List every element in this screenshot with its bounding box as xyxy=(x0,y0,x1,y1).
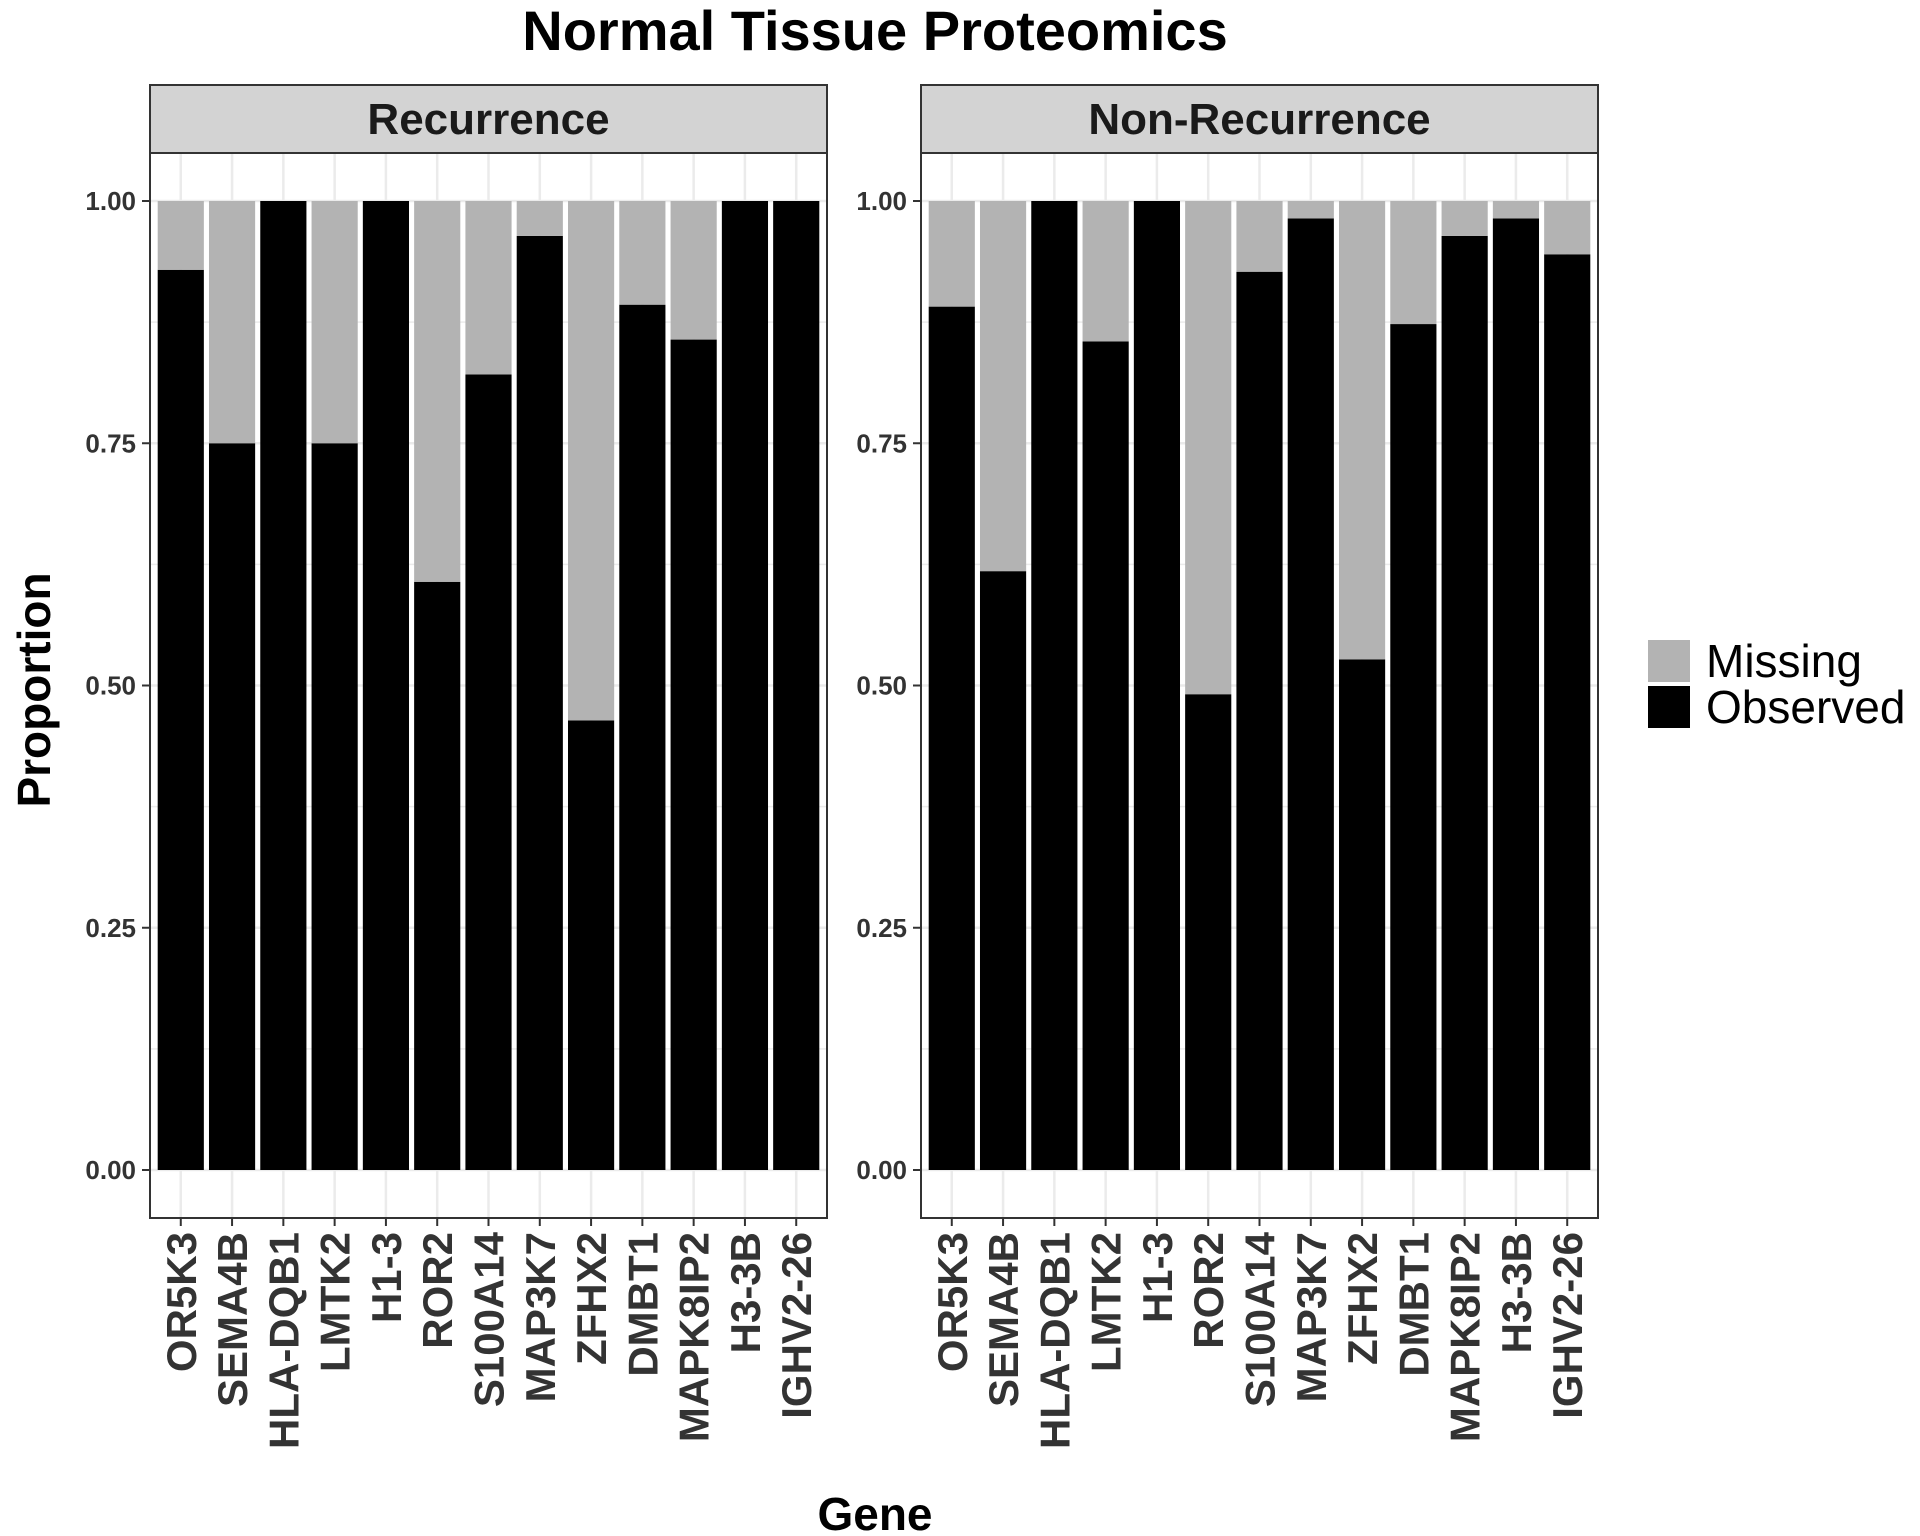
facet-strip xyxy=(149,84,828,154)
bar-missing-h3-3b xyxy=(1492,201,1540,219)
bar-missing-ror2 xyxy=(414,201,461,582)
bar-missing-s100a14 xyxy=(1236,201,1283,272)
x-axis-title: Gene xyxy=(817,1488,932,1536)
x-tick-label: H3-3B xyxy=(1493,1232,1540,1353)
x-tick-label: ZFHX2 xyxy=(1339,1232,1386,1365)
bar-missing-zfhx2 xyxy=(567,201,615,721)
bar-observed-ighv2-26 xyxy=(773,201,820,1170)
x-tick-label: MAP3K7 xyxy=(517,1232,564,1402)
x-tick-label: LMTK2 xyxy=(312,1232,359,1372)
y-tick-label: 0.00 xyxy=(856,1155,907,1185)
x-tick-label: ROR2 xyxy=(414,1232,461,1349)
bar-observed-hla-dqb1 xyxy=(1031,201,1078,1170)
bar-missing-lmtk2 xyxy=(1082,201,1129,342)
bar-observed-or5k3 xyxy=(928,306,975,1171)
x-tick-label: DMBT1 xyxy=(1390,1232,1437,1377)
y-axis-title: Proportion xyxy=(8,572,60,807)
bar-missing-sema4b xyxy=(979,201,1027,572)
bar-observed-h3-3b xyxy=(1492,218,1540,1170)
bar-observed-s100a14 xyxy=(1236,271,1283,1170)
x-tick-label: S100A14 xyxy=(1237,1231,1284,1407)
y-tick-label: 0.50 xyxy=(85,671,136,701)
panel-1: Recurrence 0.00 0.25 0.50 0.75 1.00 OR5K3 SEMA4… xyxy=(85,84,828,1449)
bar-missing-ighv2-26 xyxy=(1544,201,1591,255)
x-tick-label: MAPK8IP2 xyxy=(671,1232,718,1442)
y-tick-label: 1.00 xyxy=(856,186,907,216)
x-tick-label: ROR2 xyxy=(1185,1232,1232,1349)
x-tick-label: HLA-DQB1 xyxy=(1031,1232,1078,1449)
bar-missing-dmbt1 xyxy=(619,201,666,305)
bar-observed-sema4b xyxy=(979,571,1027,1170)
legend-label-observed: Observed xyxy=(1706,681,1905,733)
bar-observed-sema4b xyxy=(208,443,256,1170)
bar-observed-s100a14 xyxy=(465,374,512,1170)
bar-missing-zfhx2 xyxy=(1338,201,1386,660)
bar-observed-lmtk2 xyxy=(1082,341,1129,1170)
bar-missing-sema4b xyxy=(208,201,256,444)
legend-label-missing: Missing xyxy=(1706,635,1862,687)
bar-observed-lmtk2 xyxy=(311,443,358,1170)
chart-title: Normal Tissue Proteomics xyxy=(522,0,1227,62)
bar-missing-or5k3 xyxy=(157,201,204,270)
y-tick-label: 0.50 xyxy=(856,671,907,701)
x-tick-label: HLA-DQB1 xyxy=(260,1232,307,1449)
x-tick-label: SEMA4B xyxy=(209,1232,256,1407)
bar-missing-map3k7 xyxy=(1287,201,1334,219)
bar-missing-s100a14 xyxy=(465,201,512,375)
facet-strip xyxy=(920,84,1599,154)
bar-observed-map3k7 xyxy=(1287,218,1334,1170)
bar-observed-mapk8ip2 xyxy=(1441,235,1488,1170)
x-tick-label: IGHV2-26 xyxy=(1544,1232,1591,1419)
bar-observed-ighv2-26 xyxy=(1544,254,1591,1171)
bar-missing-or5k3 xyxy=(928,201,975,307)
bar-missing-dmbt1 xyxy=(1390,201,1437,325)
bar-observed-zfhx2 xyxy=(1338,659,1386,1170)
x-tick-label: IGHV2-26 xyxy=(773,1232,820,1419)
bar-observed-h3-3b xyxy=(721,201,769,1170)
bar-missing-mapk8ip2 xyxy=(670,201,717,340)
bar-observed-dmbt1 xyxy=(1390,324,1437,1170)
bar-observed-map3k7 xyxy=(516,235,563,1170)
bar-observed-or5k3 xyxy=(157,269,204,1170)
bar-observed-hla-dqb1 xyxy=(260,201,307,1170)
x-tick-label: ZFHX2 xyxy=(568,1232,615,1365)
x-tick-label: DMBT1 xyxy=(619,1232,666,1377)
bar-missing-mapk8ip2 xyxy=(1441,201,1488,236)
bar-observed-h1-3 xyxy=(362,201,410,1170)
x-tick-label: H1-3 xyxy=(1134,1232,1181,1323)
x-tick-label: MAPK8IP2 xyxy=(1442,1232,1489,1442)
bar-observed-zfhx2 xyxy=(567,720,615,1170)
x-tick-label: SEMA4B xyxy=(980,1232,1027,1407)
bar-observed-dmbt1 xyxy=(619,304,666,1171)
facet-label: Recurrence xyxy=(367,95,609,144)
x-tick-label: MAP3K7 xyxy=(1288,1232,1335,1402)
y-tick-label: 1.00 xyxy=(85,186,136,216)
legend-key-missing xyxy=(1648,640,1690,682)
y-tick-label: 0.25 xyxy=(856,913,907,943)
x-tick-label: OR5K3 xyxy=(929,1232,976,1372)
bar-missing-lmtk2 xyxy=(311,201,358,444)
facet-label: Non-Recurrence xyxy=(1088,95,1430,144)
y-tick-label: 0.00 xyxy=(85,1155,136,1185)
y-tick-label: 0.75 xyxy=(85,428,136,458)
bar-observed-mapk8ip2 xyxy=(670,339,717,1170)
bar-observed-ror2 xyxy=(414,581,461,1170)
bar-missing-map3k7 xyxy=(516,201,563,236)
x-tick-label: LMTK2 xyxy=(1083,1232,1130,1372)
legend-key-observed xyxy=(1648,686,1690,728)
x-tick-label: OR5K3 xyxy=(158,1232,205,1372)
x-tick-label: H1-3 xyxy=(363,1232,410,1323)
bar-observed-ror2 xyxy=(1185,694,1232,1170)
bar-missing-ror2 xyxy=(1185,201,1232,695)
y-tick-label: 0.75 xyxy=(856,428,907,458)
bar-observed-h1-3 xyxy=(1133,201,1181,1170)
x-tick-label: H3-3B xyxy=(722,1232,769,1353)
x-tick-label: S100A14 xyxy=(466,1231,513,1407)
y-tick-label: 0.25 xyxy=(85,913,136,943)
